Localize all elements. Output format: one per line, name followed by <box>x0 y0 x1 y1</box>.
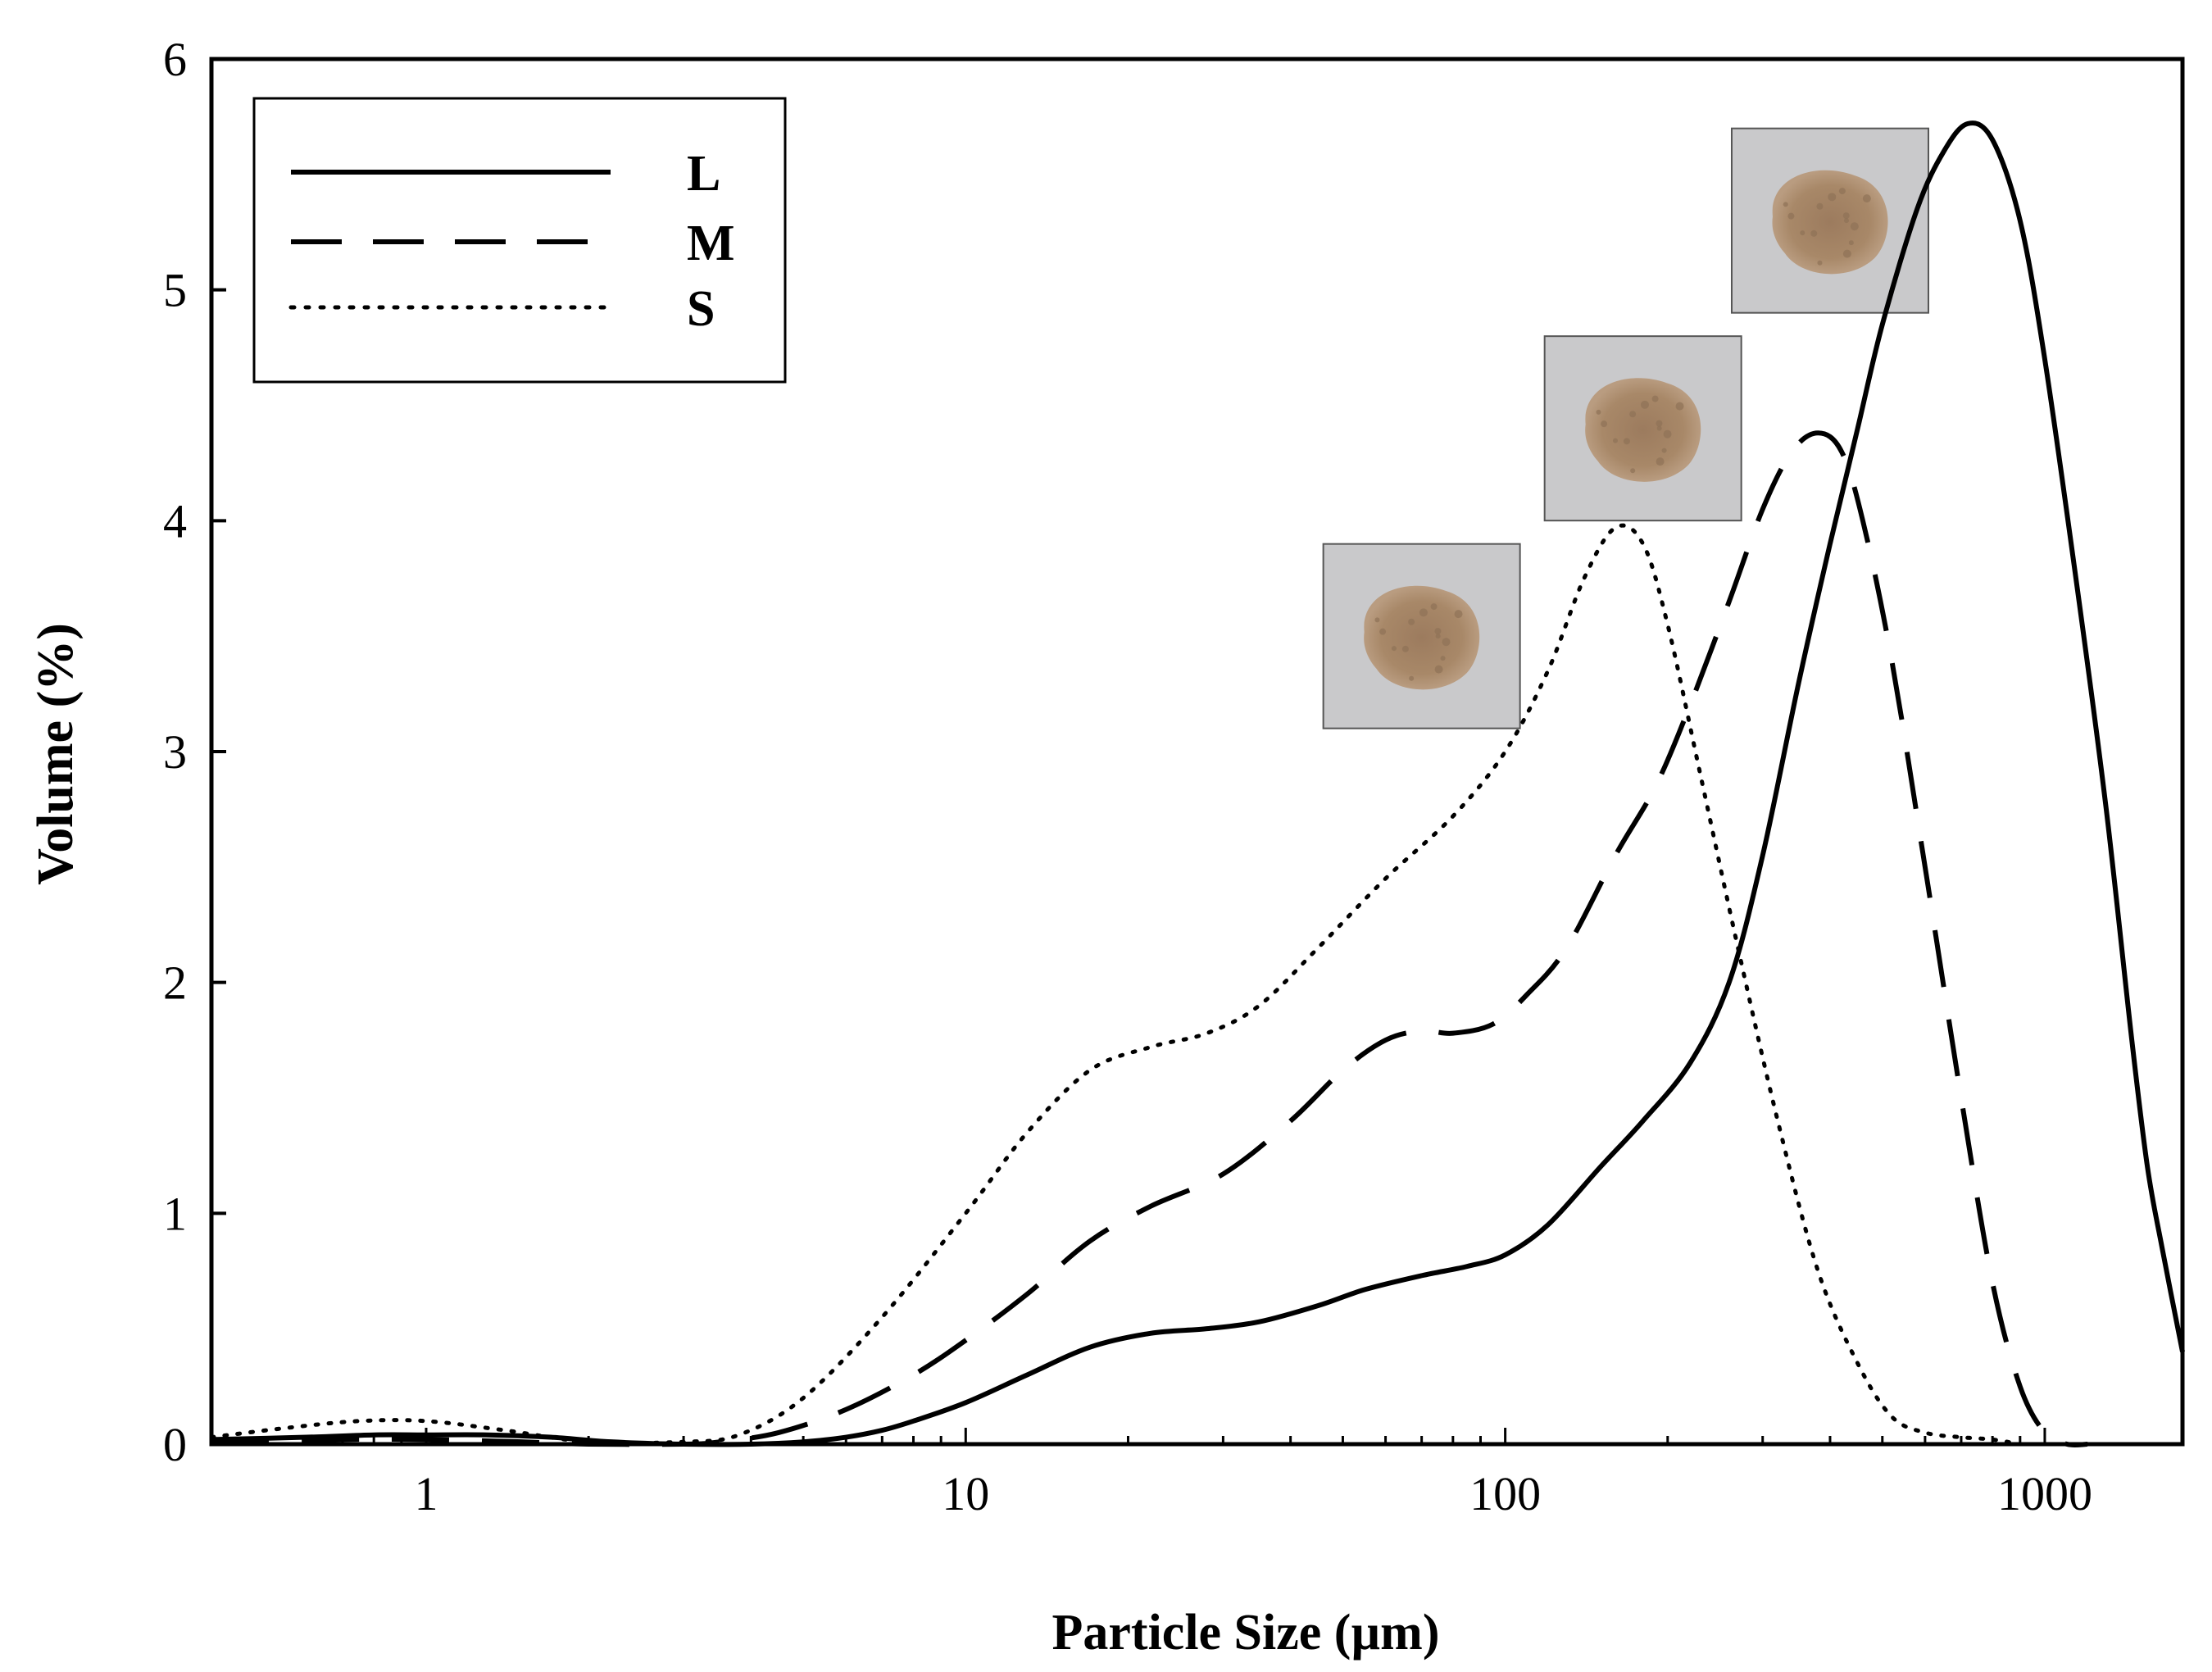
x-tick-label: 1 <box>414 1467 438 1520</box>
powder-photos <box>1322 127 1929 729</box>
y-tick-label: 1 <box>163 1187 187 1240</box>
y-axis-title: Volume (%) <box>28 623 84 885</box>
y-tick-label: 5 <box>163 264 187 317</box>
powder-photo-S <box>1322 543 1521 729</box>
y-axis-ticks: 0 1 2 3 4 5 6 <box>163 33 226 1471</box>
x-tick-label: 10 <box>942 1467 989 1520</box>
legend-label-L: L <box>687 146 720 202</box>
powder-photo-M <box>1543 335 1742 522</box>
data-series <box>209 120 2185 1448</box>
series-line-L <box>211 120 2185 1447</box>
x-axis-ticks: 1 10 100 1000 <box>210 1428 2092 1520</box>
y-tick-label: 3 <box>163 725 187 779</box>
y-tick-label: 2 <box>163 956 187 1010</box>
legend-label-S: S <box>687 281 715 337</box>
y-tick-label: 4 <box>163 494 187 547</box>
x-tick-label: 1000 <box>1997 1467 2092 1520</box>
x-axis-title: Particle Size (µm) <box>1052 1605 1440 1661</box>
y-tick-label: 6 <box>163 33 187 86</box>
legend-label-M: M <box>687 216 735 271</box>
series-line-M <box>211 430 2088 1448</box>
powder-photo-L <box>1730 127 1929 314</box>
y-tick-label: 0 <box>163 1418 187 1471</box>
series-line-S <box>209 523 2023 1447</box>
legend-box <box>252 97 787 384</box>
x-tick-label: 100 <box>1469 1467 1541 1520</box>
legend: L M S <box>252 97 787 384</box>
